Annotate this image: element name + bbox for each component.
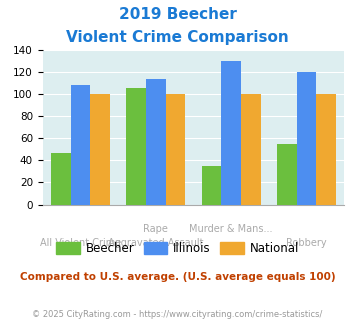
Bar (146, 80, 165, 205)
Text: Aggravated Assault: Aggravated Assault (108, 238, 203, 248)
Bar (297, 72, 316, 205)
Text: All Violent Crime: All Violent Crime (40, 238, 121, 248)
Bar (126, 88, 146, 205)
Text: Violent Crime Comparison: Violent Crime Comparison (66, 30, 289, 45)
Text: Rape: Rape (143, 224, 168, 234)
Text: © 2025 CityRating.com - https://www.cityrating.com/crime-statistics/: © 2025 CityRating.com - https://www.city… (32, 310, 323, 319)
Bar (277, 144, 297, 205)
Bar (222, 61, 241, 205)
Text: 2019 Beecher: 2019 Beecher (119, 7, 236, 21)
Bar (202, 166, 222, 205)
Bar (241, 94, 261, 205)
Text: Murder & Mans...: Murder & Mans... (190, 224, 273, 234)
Text: Robbery: Robbery (286, 238, 327, 248)
Bar (90, 94, 110, 205)
Bar (51, 152, 71, 205)
Legend: Beecher, Illinois, National: Beecher, Illinois, National (51, 237, 304, 259)
Bar (165, 94, 185, 205)
Bar (316, 94, 336, 205)
Text: Compared to U.S. average. (U.S. average equals 100): Compared to U.S. average. (U.S. average … (20, 272, 335, 282)
Bar (71, 85, 90, 205)
